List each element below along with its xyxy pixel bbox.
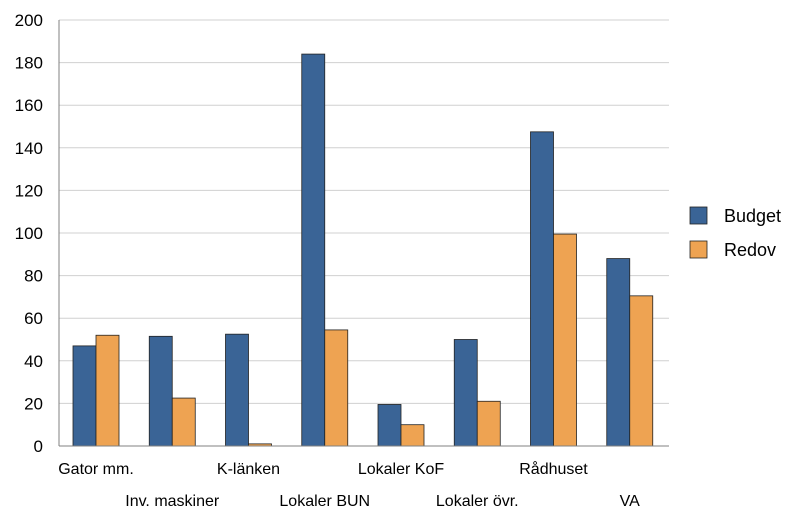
bar-budget-5 xyxy=(377,404,402,447)
axes xyxy=(58,20,669,447)
legend: Budget Redov xyxy=(689,206,781,260)
y-tick-label: 60 xyxy=(24,309,43,328)
bar-budget-6 xyxy=(453,339,478,447)
y-tick-label: 40 xyxy=(24,352,43,371)
x-axis-category-labels: Gator mm. Inv. maskiner K-länken Lokaler BU… xyxy=(58,460,640,508)
bar-budget-1 xyxy=(72,345,97,447)
bar-budget-7 xyxy=(530,131,554,447)
bar-redov-7 xyxy=(553,233,577,447)
x-category-label: Lokaler BUN xyxy=(279,493,370,508)
bar-redov-1 xyxy=(95,334,120,447)
legend-label-redov: Redov xyxy=(724,240,776,260)
y-tick-label: 140 xyxy=(15,139,43,158)
bar-redov-8 xyxy=(629,295,654,447)
x-category-label: Gator mm. xyxy=(58,461,134,478)
y-tick-label: 20 xyxy=(24,394,43,413)
legend-swatch-budget xyxy=(689,206,708,225)
x-category-label: VA xyxy=(620,493,640,508)
bar-redov-2 xyxy=(171,397,196,447)
x-category-label: Inv. maskiner xyxy=(125,493,220,508)
y-tick-label: 120 xyxy=(15,181,43,200)
y-tick-label: 160 xyxy=(15,96,43,115)
y-tick-label: 200 xyxy=(15,11,43,30)
bar-redov-6 xyxy=(476,400,501,447)
y-tick-label: 180 xyxy=(15,54,43,73)
bar-budget-3 xyxy=(225,333,249,447)
x-category-label: Lokaler KoF xyxy=(358,461,444,478)
y-axis-tick-labels: 0 20 40 60 80 100 120 140 160 180 200 xyxy=(15,11,43,456)
x-category-label: K-länken xyxy=(217,461,280,478)
bar-redov-4 xyxy=(324,329,349,447)
bar-redov-5 xyxy=(400,424,425,447)
y-tick-label: 0 xyxy=(34,437,43,456)
bars xyxy=(72,53,654,447)
bar-budget-2 xyxy=(148,335,173,447)
bar-budget-8 xyxy=(606,258,631,447)
legend-swatch-redov xyxy=(689,240,708,259)
y-tick-label: 100 xyxy=(15,224,43,243)
x-category-label: Rådhuset xyxy=(519,460,588,478)
legend-label-budget: Budget xyxy=(724,206,781,226)
y-tick-label: 80 xyxy=(24,267,43,286)
x-category-label: Lokaler övr. xyxy=(436,493,519,508)
bar-budget-4 xyxy=(301,53,326,447)
